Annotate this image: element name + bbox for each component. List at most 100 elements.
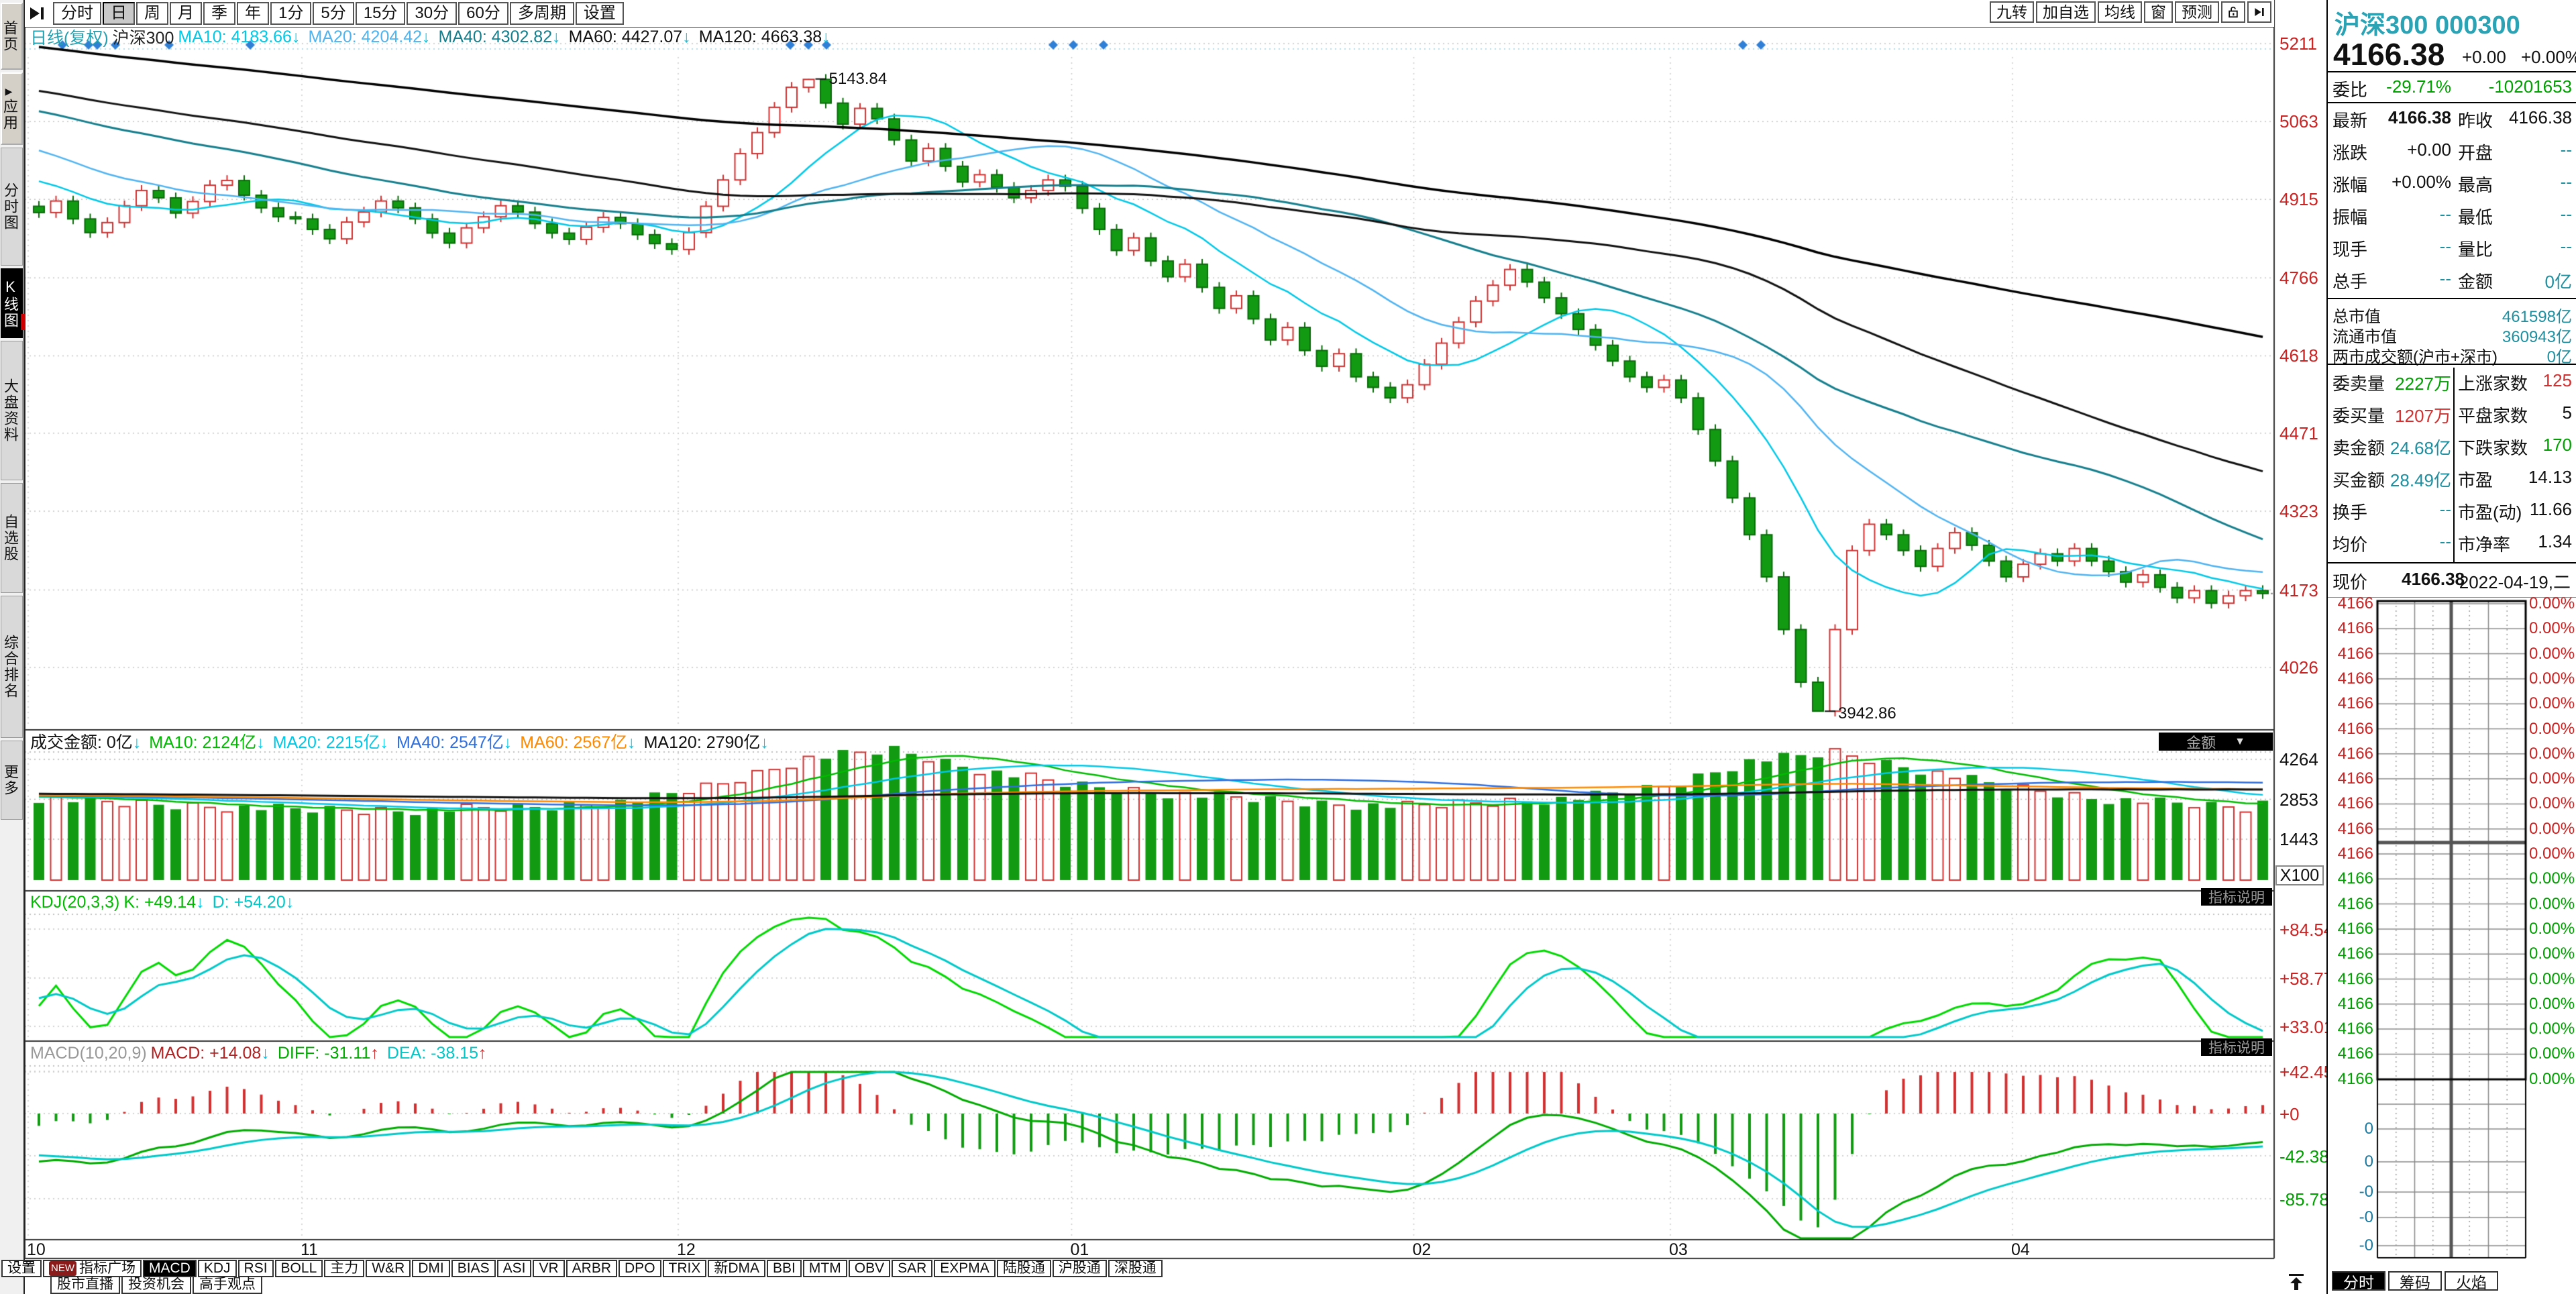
macd-pane-legend: MACD(10,20,9) MACD: +14.08↓ DIFF: -31.11↑ D… bbox=[30, 1043, 495, 1063]
indicator-tab-ASI[interactable]: ASI bbox=[496, 1260, 532, 1277]
volume-legend-item: MA40: 2547亿↓ bbox=[396, 733, 513, 752]
mini-grid-price-label: 4166 bbox=[2337, 669, 2373, 688]
indicator-tab-BOLL[interactable]: BOLL bbox=[274, 1260, 323, 1277]
sidebar-item-自选股[interactable]: 自选股 bbox=[1, 483, 23, 593]
mini-grid-price-label: 4166 bbox=[2337, 894, 2373, 913]
indicator-tab-MACD[interactable]: MACD bbox=[143, 1260, 197, 1277]
mini-grid-price-label: 4166 bbox=[2337, 619, 2373, 638]
mini-grid-price-label: 4166 bbox=[2337, 819, 2373, 838]
period-button-年[interactable]: 年 bbox=[237, 2, 269, 25]
panel-tab-分时[interactable]: 分时 bbox=[2332, 1271, 2385, 1291]
indicator-tab-沪股通[interactable]: 沪股通 bbox=[1052, 1260, 1107, 1277]
kdj-legend-item: K: +49.14↓ bbox=[123, 892, 205, 912]
sidebar-item-综合排名[interactable]: 综合排名 bbox=[1, 596, 23, 738]
mini-grid-price-label: 4166 bbox=[2337, 644, 2373, 663]
indicator-tab-SAR[interactable]: SAR bbox=[892, 1260, 933, 1277]
sidebar-nav: 首页 ▶应用分时图 K线图大盘资料自选股综合排名更多 bbox=[0, 0, 25, 1294]
indicator-tab-深股通[interactable]: 深股通 bbox=[1108, 1260, 1163, 1277]
indicator-tab-主力[interactable]: 主力 bbox=[324, 1260, 365, 1277]
mini-grid-price-label: 4166 bbox=[2337, 969, 2373, 988]
tool-button-窗[interactable]: 窗 bbox=[2144, 1, 2173, 23]
intraday-mini-chart[interactable] bbox=[2328, 0, 2576, 1294]
mini-grid-pct-label: 0.00% bbox=[2529, 694, 2575, 713]
macd-axis-tick: +0 bbox=[2279, 1104, 2300, 1124]
period-button-设置[interactable]: 设置 bbox=[575, 2, 624, 25]
jump-to-latest-icon[interactable] bbox=[2247, 1, 2271, 23]
indicator-tab-新DMA[interactable]: 新DMA bbox=[708, 1260, 766, 1277]
tool-button-九转[interactable]: 九转 bbox=[1990, 1, 2034, 23]
mini-grid-price-label: 4166 bbox=[2337, 594, 2373, 612]
panel-tab-火焰[interactable]: 火焰 bbox=[2445, 1271, 2498, 1291]
indicator-tab-EXPMA[interactable]: EXPMA bbox=[934, 1260, 996, 1277]
tool-button-预测[interactable]: 预测 bbox=[2175, 1, 2219, 23]
indicator-tab-陆股通[interactable]: 陆股通 bbox=[996, 1260, 1051, 1277]
x-axis-month-label: 10 bbox=[27, 1240, 46, 1259]
sidebar-item-首页[interactable]: 首页 bbox=[1, 3, 23, 70]
period-button-月[interactable]: 月 bbox=[170, 2, 202, 25]
lock-icon[interactable] bbox=[2221, 1, 2245, 23]
period-button-1分[interactable]: 1分 bbox=[270, 2, 312, 25]
trend-arrow-icon: ↑ bbox=[370, 1043, 379, 1063]
sidebar-item-分时图[interactable]: 分时图 bbox=[1, 148, 23, 266]
period-button-60分[interactable]: 60分 bbox=[458, 2, 508, 25]
price-axis-tick: 4173 bbox=[2279, 580, 2318, 600]
indicator-tab-KDJ[interactable]: KDJ bbox=[197, 1260, 237, 1277]
volume-mode-dropdown[interactable]: 金额 ▼ bbox=[2159, 733, 2273, 751]
indicator-tab-DPO[interactable]: DPO bbox=[619, 1260, 661, 1277]
indicator-tab-W&R[interactable]: W&R bbox=[366, 1260, 411, 1277]
trend-arrow-icon: ↓ bbox=[256, 733, 265, 752]
trend-arrow-icon: ↓ bbox=[196, 892, 205, 912]
kdj-indicator-help-badge[interactable]: 指标说明 bbox=[2201, 888, 2272, 906]
period-button-周[interactable]: 周 bbox=[136, 2, 168, 25]
new-badge: NEW bbox=[49, 1261, 76, 1276]
collapse-up-icon[interactable] bbox=[2286, 1273, 2306, 1294]
mini-grid-price-label: 4166 bbox=[2337, 744, 2373, 763]
indicator-tab-RSI[interactable]: RSI bbox=[237, 1260, 274, 1277]
indicator-tab-指标广场[interactable]: NEW 指标广场 bbox=[43, 1260, 142, 1277]
indicator-tab-BBI[interactable]: BBI bbox=[767, 1260, 802, 1277]
period-button-日[interactable]: 日 bbox=[103, 2, 135, 25]
footer-tab-高手观点[interactable]: 高手观点 bbox=[193, 1277, 262, 1294]
price-axis-tick: 5211 bbox=[2279, 34, 2317, 54]
volume-legend-item: MA20: 2215亿↓ bbox=[272, 733, 388, 752]
mini-grid-pct-label: 0.00% bbox=[2529, 894, 2575, 913]
indicator-tab-ARBR[interactable]: ARBR bbox=[566, 1260, 618, 1277]
tool-button-加自选[interactable]: 加自选 bbox=[2036, 1, 2096, 23]
sidebar-item-应用[interactable]: ▶应用 bbox=[1, 72, 23, 145]
sidebar-item-更多[interactable]: 更多 bbox=[1, 741, 23, 820]
footer-tab-投资机会[interactable]: 投资机会 bbox=[121, 1277, 191, 1294]
trend-arrow-icon: ↑ bbox=[478, 1043, 487, 1063]
sidebar-item-K线图[interactable]: K线图 bbox=[1, 268, 23, 338]
period-button-分时[interactable]: 分时 bbox=[53, 2, 101, 25]
play-to-bar-icon[interactable] bbox=[25, 5, 49, 22]
period-button-30分[interactable]: 30分 bbox=[407, 2, 458, 25]
mini-grid-pct-label: 0.00% bbox=[2529, 969, 2575, 988]
period-button-5分[interactable]: 5分 bbox=[313, 2, 354, 25]
indicator-tab-TRIX[interactable]: TRIX bbox=[662, 1260, 707, 1277]
volume-axis-tick: 1443 bbox=[2279, 828, 2318, 849]
peak-price-annotation: 5143.84 bbox=[828, 69, 888, 88]
trend-arrow-icon: ↓ bbox=[822, 27, 830, 46]
indicator-tab-DMI[interactable]: DMI bbox=[412, 1260, 450, 1277]
period-button-季[interactable]: 季 bbox=[203, 2, 235, 25]
mini-grid-pct-label: 0.00% bbox=[2529, 594, 2575, 612]
price-axis-tick: 4915 bbox=[2279, 189, 2318, 210]
indicator-tab-设置[interactable]: 设置 bbox=[1, 1260, 42, 1277]
indicator-tab-VR[interactable]: VR bbox=[533, 1260, 565, 1277]
macd-indicator-help-badge[interactable]: 指标说明 bbox=[2201, 1038, 2272, 1056]
mini-grid-pct-label: 0.00% bbox=[2529, 1069, 2575, 1088]
mini-grid-pct-label: 0.00% bbox=[2529, 1044, 2575, 1063]
footer-tab-股市直播[interactable]: 股市直播 bbox=[50, 1277, 120, 1294]
indicator-tab-OBV[interactable]: OBV bbox=[848, 1260, 891, 1277]
sidebar-item-大盘资料[interactable]: 大盘资料 bbox=[1, 341, 23, 480]
tool-button-均线[interactable]: 均线 bbox=[2098, 1, 2142, 23]
mini-grid-price-label: 4166 bbox=[2337, 1044, 2373, 1063]
mini-grid-vol-label: -0 bbox=[2359, 1183, 2373, 1201]
period-button-15分[interactable]: 15分 bbox=[355, 2, 406, 25]
indicator-tab-MTM[interactable]: MTM bbox=[802, 1260, 847, 1277]
panel-tab-筹码[interactable]: 筹码 bbox=[2388, 1271, 2442, 1291]
indicator-tab-BIAS[interactable]: BIAS bbox=[451, 1260, 496, 1277]
period-button-多周期[interactable]: 多周期 bbox=[509, 2, 574, 25]
macd-axis-tick: +42.45 bbox=[2279, 1062, 2334, 1082]
